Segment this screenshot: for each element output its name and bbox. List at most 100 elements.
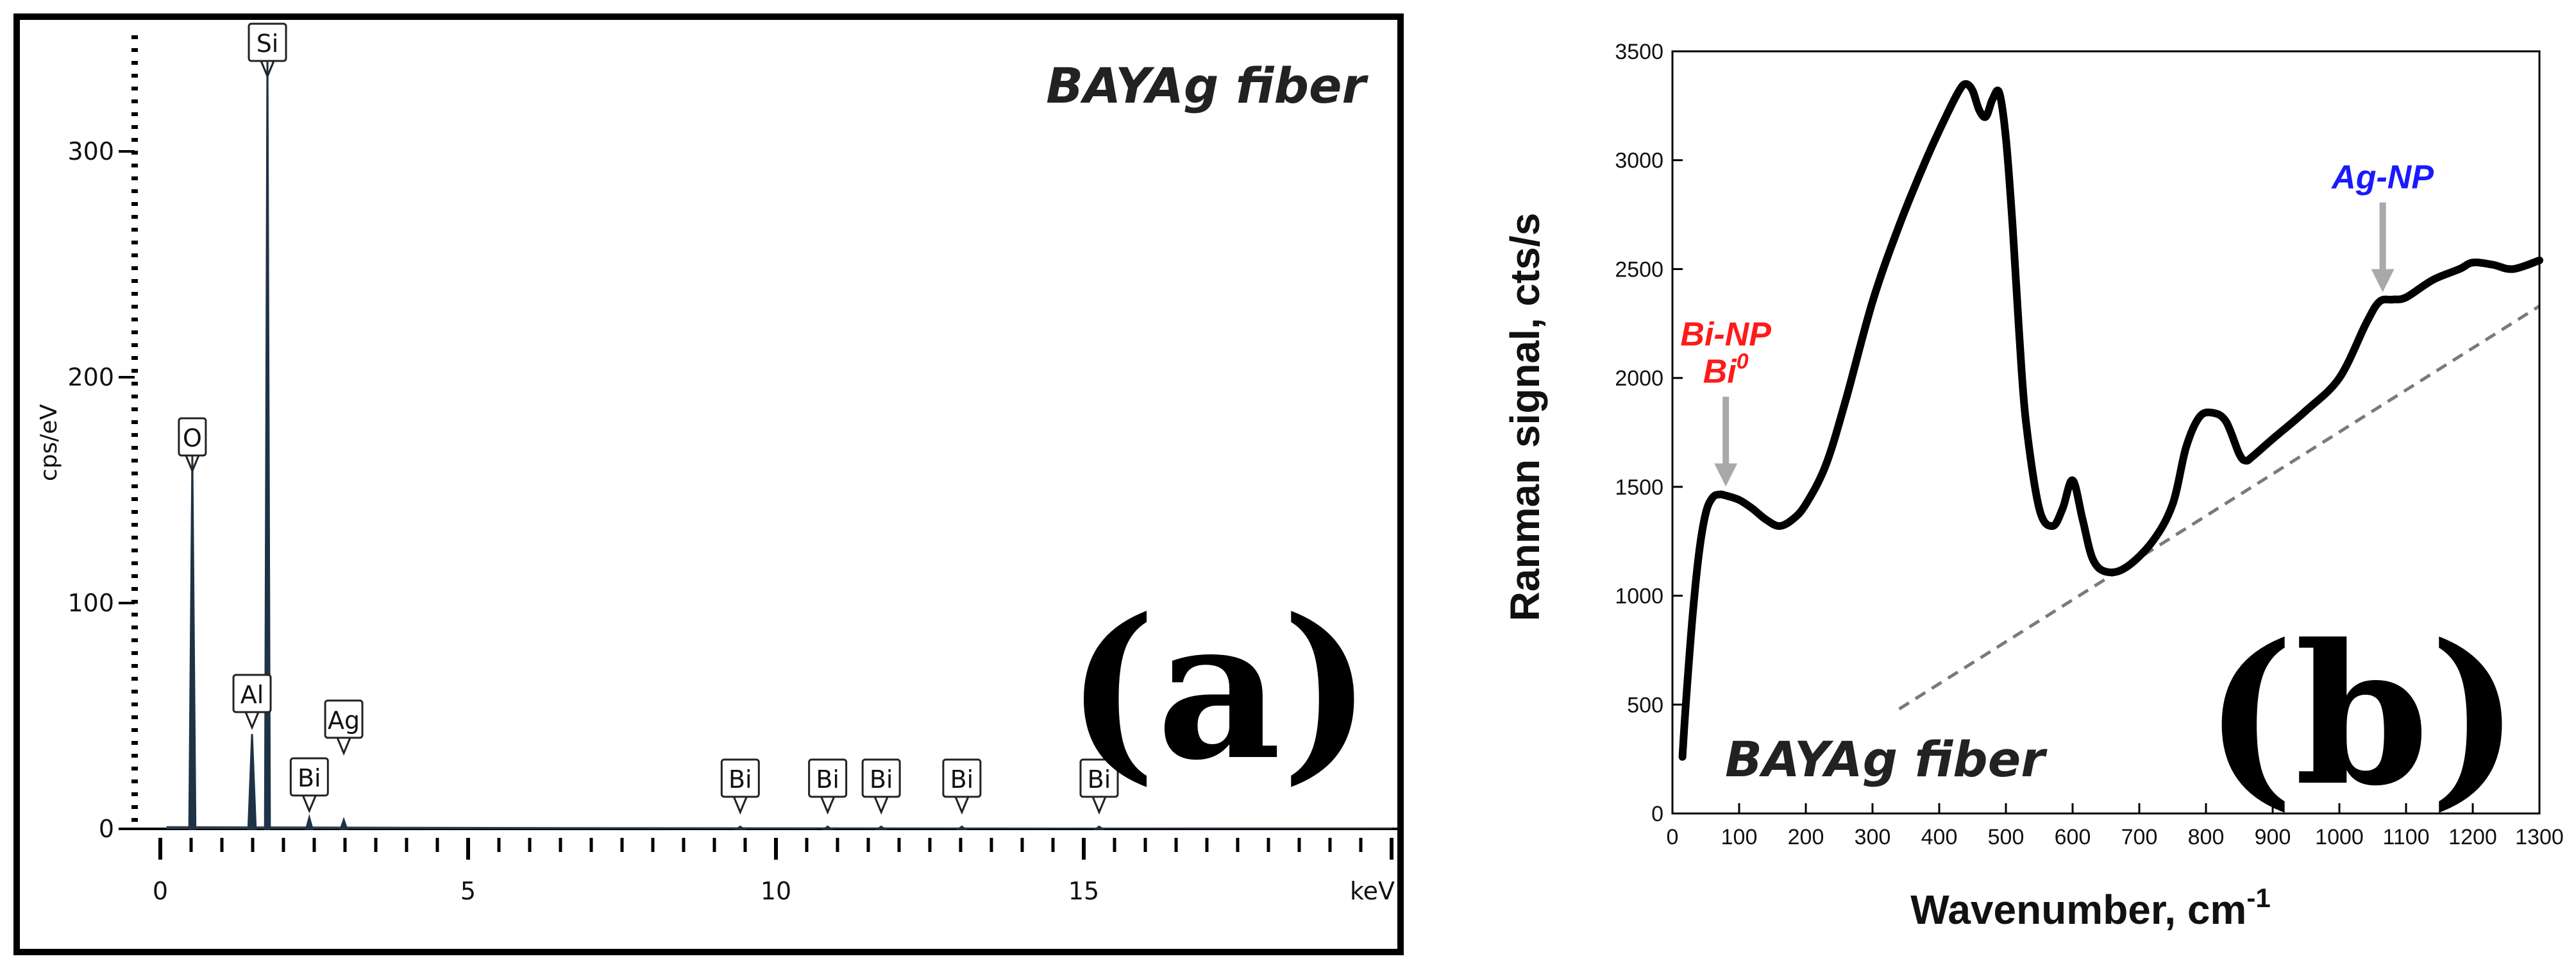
eds-peak-label-group: Si	[248, 22, 287, 79]
eds-peak-bi	[1093, 825, 1106, 830]
raman-x-tick-label: 600	[2055, 825, 2091, 849]
raman-x-tick-label: 200	[1788, 825, 1824, 849]
eds-peak-label-box	[808, 758, 848, 798]
raman-spectrum-line	[1678, 80, 2543, 761]
eds-plot-area: O Al Si Bi Ag Bi Bi Bi Bi Bi	[166, 22, 1392, 830]
raman-annotation-text: Ag-NP	[2330, 158, 2434, 196]
raman-x-axis-label-superscript: -1	[2246, 883, 2270, 913]
eds-peak-bi	[875, 825, 888, 830]
raman-x-tick-label: 1000	[2315, 825, 2364, 849]
eds-peak-label-pointer	[1091, 796, 1107, 815]
raman-y-tick-label: 2500	[1615, 257, 1663, 282]
raman-y-tick-label: 1000	[1615, 584, 1663, 609]
eds-y-tick-label: 100	[67, 589, 114, 617]
eds-y-tick-label: 0	[99, 815, 114, 843]
eds-peak-label-group: Bi	[808, 758, 848, 815]
raman-y-tick-label: 0	[1651, 802, 1663, 826]
eds-peak-label-group: Bi	[942, 758, 982, 815]
raman-x-tick-label: 0	[1667, 825, 1679, 849]
eds-background-trace	[166, 826, 1392, 829]
raman-annotation-text-line: Bi	[1703, 353, 1738, 390]
eds-peak-label-group: O	[178, 417, 207, 473]
eds-peak-label-group: Bi	[1079, 758, 1119, 815]
eds-peak-label-pointer	[185, 455, 200, 473]
panel-a-letter: (a)	[1066, 576, 1372, 803]
eds-peak-bi	[734, 825, 746, 830]
raman-baseline	[1898, 305, 2541, 711]
eds-peak-label-pointer	[732, 796, 748, 815]
eds-peak-label-box	[324, 699, 364, 739]
eds-peak-label-pointer	[873, 796, 889, 815]
raman-plot-frame	[1671, 50, 2541, 815]
panel-b-letter: (b)	[2203, 602, 2520, 828]
eds-peak-label-box	[178, 417, 207, 457]
raman-x-tick-label: 1200	[2448, 825, 2497, 849]
raman-y-axis-label: Ranman signal, cts/s	[1502, 213, 1548, 622]
eds-peak-label-group: Bi	[861, 758, 901, 815]
raman-annotation-text: Bi-NP	[1680, 316, 1771, 353]
eds-peak-si	[264, 49, 271, 830]
raman-x-tick-label: 800	[2188, 825, 2225, 849]
eds-peak-label: Bi	[870, 765, 893, 794]
eds-peak-label-pointer	[260, 60, 275, 79]
eds-peak-bi	[955, 825, 968, 830]
raman-x-tick-label: 1100	[2382, 825, 2429, 849]
raman-y-tick-label: 500	[1627, 693, 1663, 717]
raman-y-tick-label: 3500	[1615, 40, 1663, 64]
raman-y-tick-label: 3000	[1615, 149, 1663, 173]
raman-annotation-superscript: 0	[1737, 349, 1749, 373]
eds-peak-label: Al	[240, 681, 264, 709]
eds-x-tick-label: 10	[761, 877, 791, 905]
eds-x-tick-label: 15	[1068, 877, 1099, 905]
raman-annotation-arrow-head	[2371, 269, 2395, 293]
eds-peak-label: Bi	[298, 764, 321, 792]
raman-x-tick-label: 100	[1721, 825, 1758, 849]
raman-annotation-ag-np: Ag-NP	[2330, 158, 2434, 293]
eds-peak-label: O	[183, 424, 202, 452]
eds-peak-label-pointer	[301, 795, 317, 813]
eds-peak-ag	[339, 817, 348, 830]
eds-x-tick-label: 5	[460, 877, 476, 905]
raman-plot-area	[1678, 80, 2543, 761]
eds-peak-label-pointer	[336, 737, 351, 756]
eds-peak-label: Bi	[816, 765, 839, 794]
panel-b-raman-chart: 0 500 1000 1500 2000 2500 3000 3500 0 100 200 300 40…	[1502, 40, 2564, 933]
eds-peak-label-box	[289, 757, 329, 797]
eds-peak-label: Si	[257, 30, 279, 58]
panel-a-frame	[13, 13, 1404, 955]
raman-x-tick-label: 400	[1921, 825, 1958, 849]
eds-peak-bi	[821, 825, 834, 830]
raman-x-tick-label: 300	[1855, 825, 1891, 849]
eds-peak-label-pointer	[954, 796, 970, 815]
raman-axes: 0 500 1000 1500 2000 2500 3000 3500 0 100 200 300 40…	[1615, 40, 2563, 849]
raman-annotation-text-line: Bi-NP	[1680, 316, 1771, 353]
raman-x-tick-label: 1300	[2515, 825, 2564, 849]
raman-x-tick-label: 500	[1988, 825, 2025, 849]
eds-peak-label-group: Al	[232, 674, 272, 730]
raman-annotation-text-line: Ag-NP	[2330, 158, 2434, 196]
eds-peak-label-box	[1079, 758, 1119, 798]
eds-peak-al	[247, 734, 257, 830]
eds-peak-label-group: Bi	[720, 758, 760, 815]
eds-peak-label-group: Bi	[289, 757, 329, 813]
eds-peak-label: Bi	[950, 765, 974, 794]
eds-peak-label-group: Ag	[324, 699, 364, 756]
eds-peak-label-box	[942, 758, 982, 798]
eds-peak-label-box	[232, 674, 272, 713]
eds-peak-label-box	[248, 22, 287, 62]
eds-y-tick-label: 200	[67, 363, 114, 391]
eds-peak-label: Ag	[328, 706, 360, 735]
eds-y-tick-label: 300	[67, 137, 114, 166]
raman-annotation-arrow-head	[1714, 463, 1738, 487]
eds-x-axis-label: keV	[1350, 877, 1395, 905]
eds-chart-title: BAYAg fiber	[1046, 57, 1368, 114]
eds-y-axis-label: cps/eV	[36, 404, 62, 481]
raman-x-tick-label: 900	[2255, 825, 2291, 849]
eds-peak-label-box	[720, 758, 760, 798]
eds-peak-label: Bi	[728, 765, 752, 794]
raman-annotation-text: Bi0	[1703, 349, 1749, 390]
raman-x-tick-label: 700	[2121, 825, 2158, 849]
